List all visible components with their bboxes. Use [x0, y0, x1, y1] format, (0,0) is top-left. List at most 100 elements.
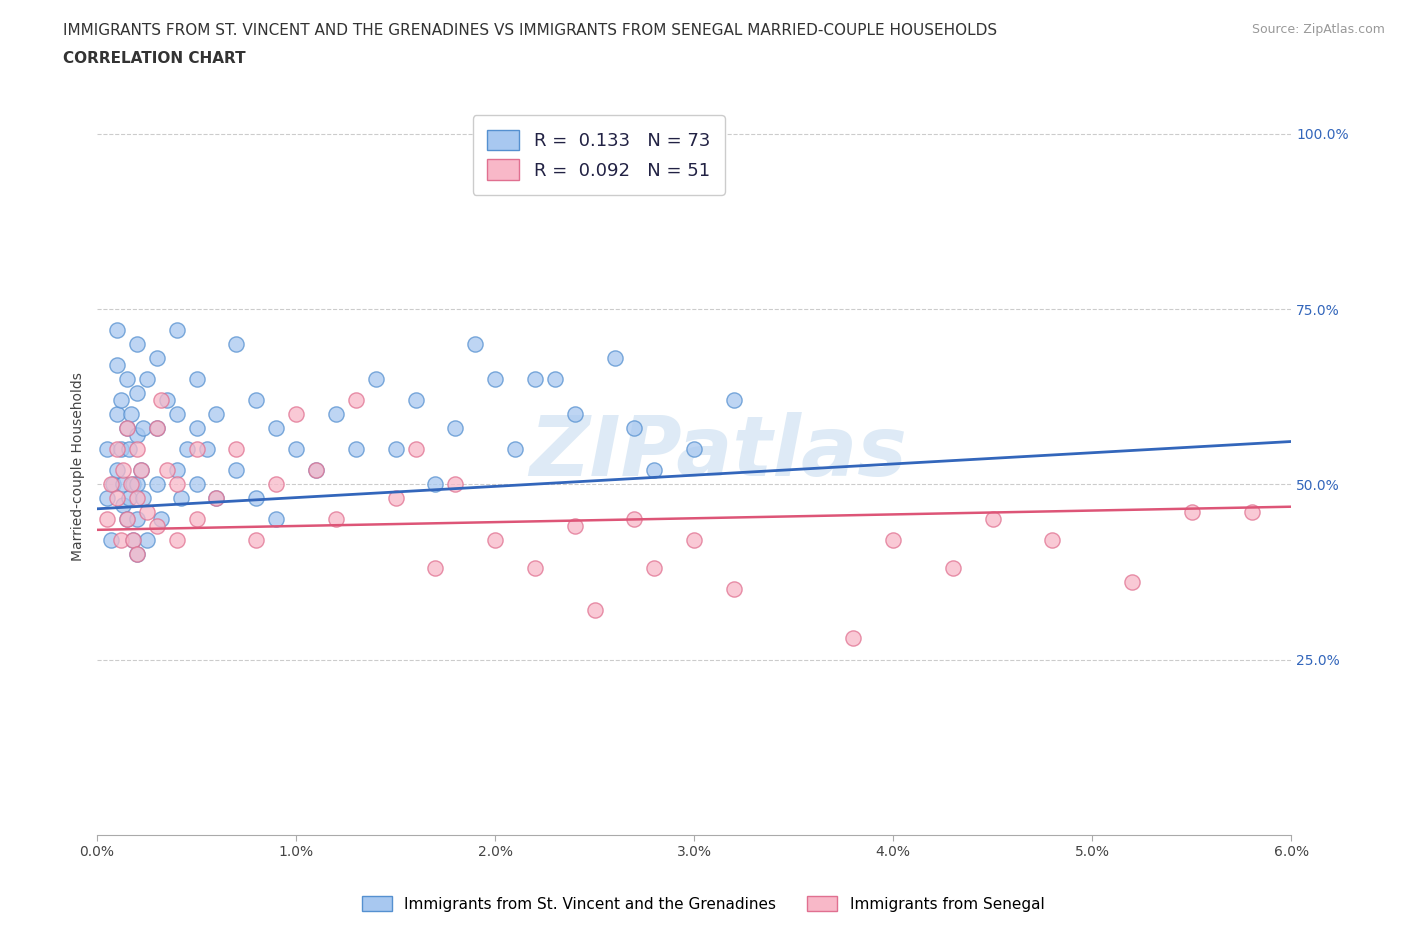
Point — [122, 533, 145, 548]
Point — [105, 442, 128, 457]
Point — [205, 491, 228, 506]
Point — [111, 498, 134, 512]
Point — [120, 406, 142, 421]
Point — [125, 512, 148, 526]
Point — [264, 420, 287, 435]
Point — [111, 463, 134, 478]
Point — [1240, 505, 1263, 520]
Point — [484, 533, 506, 548]
Point — [245, 392, 267, 407]
Point — [149, 392, 172, 407]
Point — [166, 323, 188, 338]
Point — [132, 491, 155, 506]
Point — [225, 463, 247, 478]
Point — [384, 442, 406, 457]
Point — [723, 582, 745, 597]
Point — [166, 477, 188, 492]
Point — [523, 561, 546, 576]
Point — [135, 533, 157, 548]
Point — [122, 533, 145, 548]
Point — [135, 505, 157, 520]
Point — [125, 337, 148, 352]
Point — [842, 631, 865, 646]
Point — [145, 477, 167, 492]
Point — [1042, 533, 1064, 548]
Point — [129, 463, 152, 478]
Point — [186, 477, 208, 492]
Point — [325, 512, 347, 526]
Point — [96, 491, 118, 506]
Point — [1121, 575, 1143, 590]
Point — [166, 463, 188, 478]
Point — [264, 512, 287, 526]
Point — [364, 372, 387, 387]
Point — [623, 420, 645, 435]
Point — [122, 477, 145, 492]
Point — [384, 491, 406, 506]
Point — [156, 392, 179, 407]
Point — [444, 477, 467, 492]
Point — [264, 477, 287, 492]
Point — [115, 420, 138, 435]
Point — [405, 442, 427, 457]
Text: IMMIGRANTS FROM ST. VINCENT AND THE GRENADINES VS IMMIGRANTS FROM SENEGAL MARRIE: IMMIGRANTS FROM ST. VINCENT AND THE GREN… — [63, 23, 997, 38]
Point — [110, 533, 132, 548]
Point — [125, 386, 148, 401]
Point — [564, 406, 586, 421]
Point — [305, 463, 328, 478]
Point — [205, 406, 228, 421]
Point — [111, 477, 134, 492]
Point — [683, 442, 706, 457]
Point — [145, 420, 167, 435]
Point — [344, 392, 367, 407]
Point — [129, 463, 152, 478]
Point — [156, 463, 179, 478]
Point — [149, 512, 172, 526]
Point — [101, 477, 124, 492]
Point — [205, 491, 228, 506]
Text: ZIPatlas: ZIPatlas — [529, 411, 907, 493]
Point — [186, 420, 208, 435]
Point — [405, 392, 427, 407]
Point — [186, 442, 208, 457]
Point — [195, 442, 218, 457]
Point — [325, 406, 347, 421]
Point — [115, 512, 138, 526]
Point — [344, 442, 367, 457]
Point — [186, 512, 208, 526]
Point — [285, 406, 308, 421]
Point — [125, 428, 148, 443]
Point — [623, 512, 645, 526]
Point — [564, 519, 586, 534]
Point — [225, 337, 247, 352]
Point — [118, 442, 141, 457]
Point — [145, 420, 167, 435]
Point — [942, 561, 965, 576]
Point — [176, 442, 198, 457]
Point — [583, 603, 606, 618]
Point — [683, 533, 706, 548]
Point — [464, 337, 486, 352]
Point — [166, 533, 188, 548]
Point — [305, 463, 328, 478]
Point — [118, 491, 141, 506]
Point — [125, 477, 148, 492]
Point — [1181, 505, 1204, 520]
Point — [245, 533, 267, 548]
Point — [132, 420, 155, 435]
Point — [105, 463, 128, 478]
Point — [96, 512, 118, 526]
Point — [981, 512, 1004, 526]
Point — [425, 477, 447, 492]
Point — [503, 442, 526, 457]
Point — [643, 561, 665, 576]
Point — [444, 420, 467, 435]
Point — [125, 547, 148, 562]
Point — [110, 392, 132, 407]
Legend: R =  0.133   N = 73, R =  0.092   N = 51: R = 0.133 N = 73, R = 0.092 N = 51 — [472, 115, 724, 194]
Point — [125, 442, 148, 457]
Point — [145, 351, 167, 365]
Point — [169, 491, 191, 506]
Point — [135, 372, 157, 387]
Y-axis label: Married-couple Households: Married-couple Households — [72, 372, 86, 561]
